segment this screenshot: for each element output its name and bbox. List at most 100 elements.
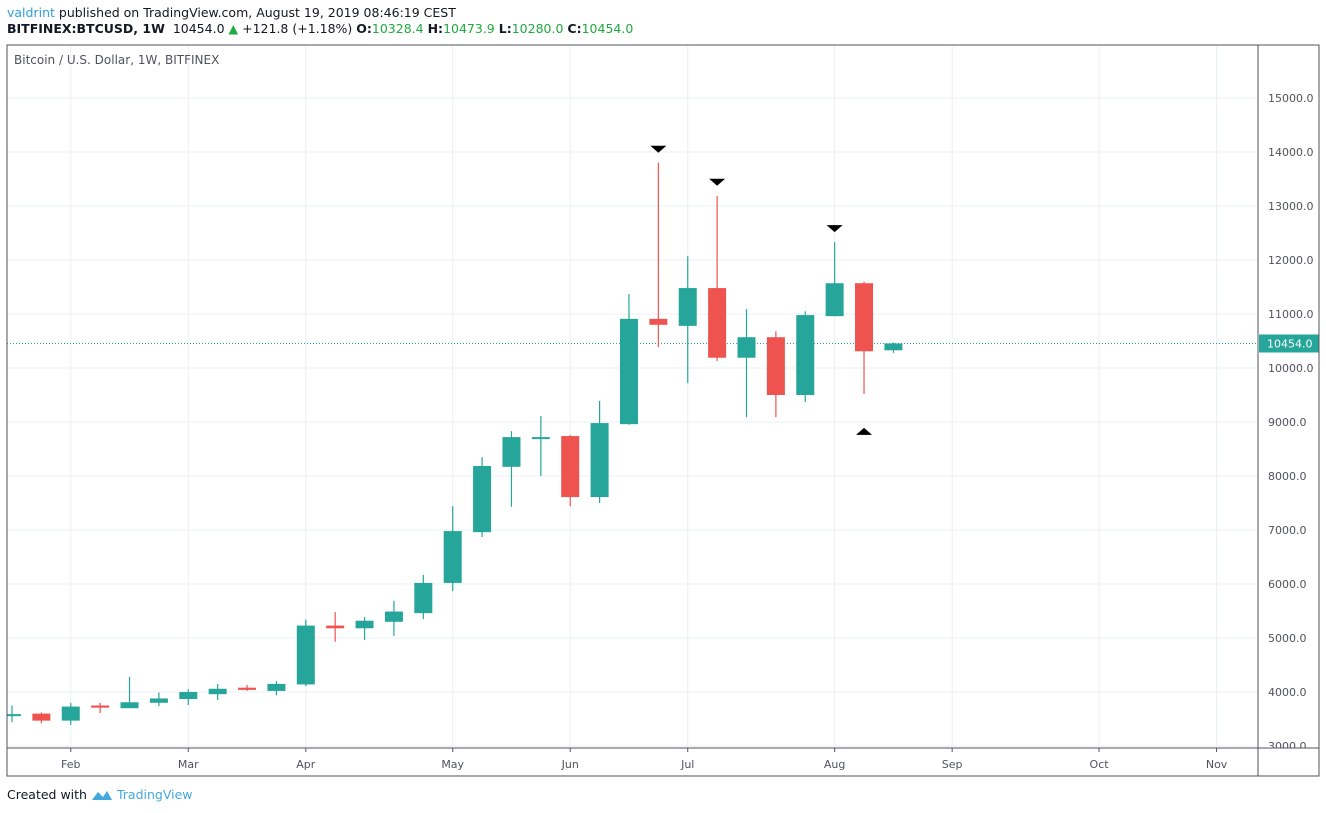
- candle-body: [884, 343, 903, 351]
- x-tick-label: Sep: [942, 758, 963, 771]
- candle-body: [766, 337, 785, 395]
- author-link[interactable]: valdrint: [7, 5, 55, 20]
- candle-body: [619, 318, 638, 425]
- x-tick-label: Jul: [680, 758, 694, 771]
- candle: [208, 683, 227, 701]
- candle-body: [855, 283, 874, 352]
- high-label: H:: [427, 21, 444, 36]
- arrow-down-icon: [826, 225, 843, 233]
- candle-body: [796, 315, 815, 395]
- candle: [149, 692, 168, 707]
- y-tick-label: 9000.0: [1268, 416, 1307, 429]
- y-tick-label: 8000.0: [1268, 470, 1307, 483]
- candle: [737, 309, 756, 418]
- x-tick-label: Nov: [1206, 758, 1228, 771]
- open-label: O:: [356, 21, 372, 36]
- candle-body: [443, 531, 462, 583]
- y-tick-label: 4000.0: [1268, 686, 1307, 699]
- candle: [384, 600, 403, 636]
- candle-body: [590, 423, 609, 498]
- close-label: C:: [567, 21, 582, 36]
- candle-body: [326, 625, 345, 629]
- publish-info: published on TradingView.com, August 19,…: [58, 5, 456, 20]
- x-tick-label: May: [441, 758, 464, 771]
- low-value: 10280.0: [511, 21, 564, 36]
- up-triangle-icon: ▲: [228, 21, 239, 36]
- chart-border: [6, 44, 1320, 777]
- arrow-down-icon: [650, 145, 667, 153]
- candle: [414, 574, 433, 620]
- candle: [61, 702, 80, 725]
- candle: [649, 162, 668, 347]
- publish-line: valdrint published on TradingView.com, A…: [7, 5, 456, 20]
- x-tick-label: Apr: [296, 758, 316, 771]
- candle-body: [296, 625, 315, 685]
- candle-body: [238, 687, 257, 690]
- candle: [796, 311, 815, 403]
- candle-body: [149, 698, 168, 703]
- candle-body: [32, 713, 51, 721]
- last-price-label: 10454.0: [1267, 337, 1313, 350]
- y-tick-label: 15000.0: [1268, 92, 1314, 105]
- candle-body: [649, 318, 668, 325]
- candle: [561, 434, 580, 507]
- created-with-label: Created with: [7, 787, 87, 802]
- candle: [91, 702, 110, 714]
- y-tick-label: 3000.0: [1268, 740, 1307, 753]
- candle: [7, 705, 21, 723]
- candle: [32, 712, 51, 724]
- candle-body: [531, 437, 550, 440]
- chart-title: Bitcoin / U.S. Dollar, 1W, BITFINEX: [14, 53, 219, 67]
- candle: [443, 506, 462, 592]
- candle-body: [7, 714, 21, 717]
- candle: [179, 689, 198, 705]
- candle: [267, 681, 286, 696]
- y-tick-label: 7000.0: [1268, 524, 1307, 537]
- candle: [766, 331, 785, 418]
- candle: [120, 676, 139, 709]
- candle-body: [91, 705, 110, 708]
- candle-body: [678, 288, 697, 326]
- symbol: BITFINEX:BTCUSD, 1W: [7, 21, 165, 36]
- high-value: 10473.9: [443, 21, 495, 36]
- close-value: 10454.0: [581, 21, 634, 36]
- arrow-down-icon: [709, 178, 726, 186]
- candle-body: [179, 692, 198, 700]
- y-tick-label: 14000.0: [1268, 146, 1314, 159]
- open-value: 10328.4: [371, 21, 424, 36]
- last-price-badge: [1259, 334, 1319, 353]
- y-tick-label: 10000.0: [1268, 362, 1314, 375]
- candle-body: [473, 466, 492, 533]
- tradingview-link[interactable]: TradingView: [116, 787, 193, 802]
- x-tick-label: Feb: [61, 758, 80, 771]
- candle: [531, 416, 550, 476]
- footer: Created with TradingView: [7, 787, 193, 802]
- x-tick-label: Oct: [1090, 758, 1110, 771]
- x-tick-label: Mar: [178, 758, 199, 771]
- candle: [326, 612, 345, 642]
- candle: [590, 400, 609, 503]
- last-price: 10454.0: [172, 21, 225, 36]
- low-label: L:: [498, 21, 512, 36]
- symbol-line: BITFINEX:BTCUSD, 1W 10454.0 ▲ +121.8 (+1…: [7, 21, 633, 36]
- price-change: +121.8 (+1.18%): [242, 21, 353, 36]
- candle-body: [267, 683, 286, 691]
- x-tick-label: Aug: [824, 758, 845, 771]
- candle-body: [414, 582, 433, 614]
- candle: [502, 431, 521, 507]
- candle-body: [502, 437, 521, 467]
- candle: [238, 684, 257, 691]
- y-tick-label: 12000.0: [1268, 254, 1314, 267]
- candle: [355, 616, 374, 641]
- candle: [825, 242, 844, 317]
- tradingview-logo-icon: [91, 790, 112, 800]
- candle: [619, 294, 638, 425]
- candle: [855, 281, 874, 394]
- candle-body: [355, 620, 374, 629]
- candle-body: [561, 436, 580, 498]
- candle-body: [120, 702, 139, 709]
- y-tick-label: 5000.0: [1268, 632, 1307, 645]
- candle: [296, 619, 315, 687]
